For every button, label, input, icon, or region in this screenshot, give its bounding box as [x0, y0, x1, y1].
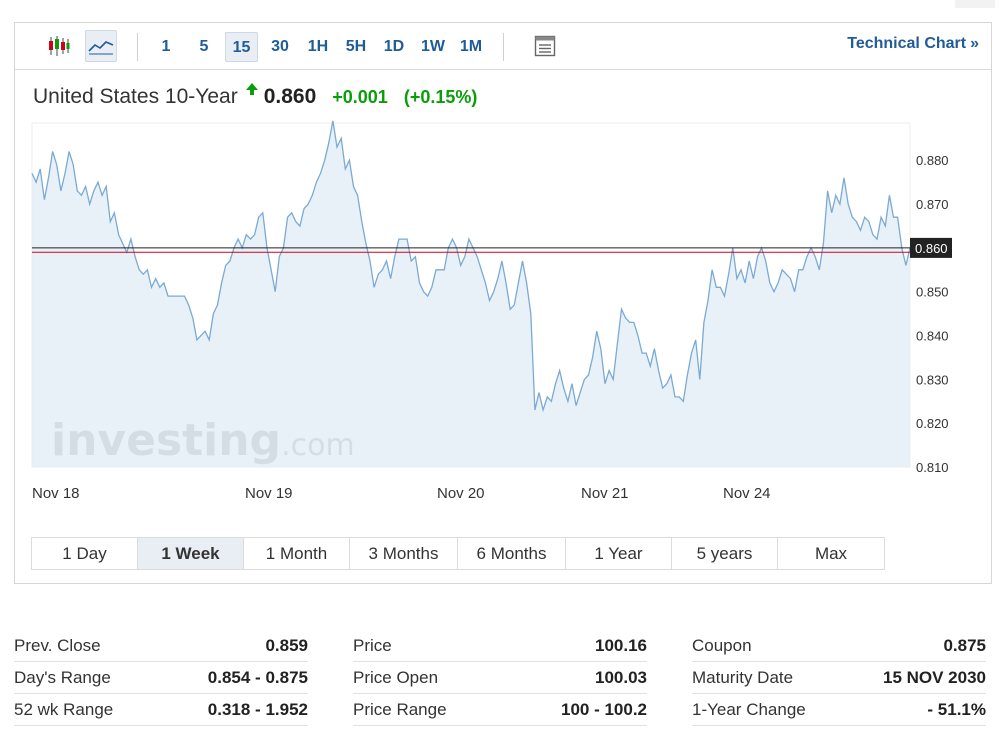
line-chart-icon[interactable]: [85, 30, 117, 62]
stat-1year-change: 1-Year Change - 51.1%: [692, 694, 986, 726]
toolbar-divider: [137, 33, 138, 61]
stat-value: 15 NOV 2030: [882, 667, 986, 687]
interval-1[interactable]: 1: [161, 38, 171, 55]
range-max[interactable]: Max: [778, 538, 884, 569]
x-tick-label: Nov 19: [245, 485, 293, 502]
range-1-week[interactable]: 1 Week: [138, 538, 244, 569]
stat-value: 100 - 100.2: [560, 699, 647, 719]
x-tick-label: Nov 18: [32, 485, 80, 502]
stat-label: Price: [353, 635, 392, 655]
price-chart[interactable]: investing.com0.8800.8700.8500.8400.8300.…: [15, 23, 991, 523]
price-line: [31, 120, 911, 413]
y-tick-label: 0.830: [916, 372, 949, 387]
y-tick-label: 0.850: [916, 285, 949, 300]
double-chevron-right-icon: »: [970, 35, 979, 52]
stat-maturity-date: Maturity Date 15 NOV 2030: [692, 662, 986, 694]
x-tick-label: Nov 24: [723, 485, 771, 502]
interval-5[interactable]: 5: [199, 38, 209, 55]
stats-column-3: Coupon 0.875 Maturity Date 15 NOV 2030 1-Y…: [692, 630, 986, 726]
stat-label: Price Range: [353, 699, 447, 719]
stat-value: 0.875: [943, 635, 986, 655]
current-price-badge: [910, 237, 952, 258]
range-6-months[interactable]: 6 Months: [458, 538, 566, 569]
stat-value: - 51.1%: [927, 699, 986, 719]
x-tick-label: Nov 21: [581, 485, 629, 502]
range-1-year[interactable]: 1 Year: [566, 538, 672, 569]
stat-coupon: Coupon 0.875: [692, 630, 986, 662]
range-1-month[interactable]: 1 Month: [244, 538, 350, 569]
range-selector: 1 Day 1 Week 1 Month 3 Months 6 Months 1…: [31, 537, 885, 570]
chart-toolbar: 1 5 15 30 1H 5H 1D 1W 1M Technical Chart…: [15, 23, 991, 70]
table-layout-icon[interactable]: [529, 30, 561, 62]
stat-label: Price Open: [353, 667, 439, 687]
instrument-header: United States 10-Year 0.860 +0.001 (+0.1…: [33, 83, 478, 113]
price-change: +0.001: [332, 87, 388, 107]
interval-5h[interactable]: 5H: [345, 38, 367, 55]
chart-widget: 1 5 15 30 1H 5H 1D 1W 1M Technical Chart…: [14, 22, 992, 584]
x-tick-label: Nov 20: [437, 485, 485, 502]
interval-1h[interactable]: 1H: [307, 38, 329, 55]
last-price: 0.860: [263, 85, 317, 108]
toolbar-divider: [503, 33, 504, 61]
y-tick-label: 0.840: [916, 329, 949, 344]
stat-value: 100.03: [595, 667, 647, 687]
interval-1w[interactable]: 1W: [421, 38, 445, 55]
stat-label: Day's Range: [14, 667, 111, 687]
technical-chart-label: Technical Chart: [847, 35, 967, 52]
stat-value: 100.16: [595, 635, 647, 655]
up-arrow-icon: [245, 83, 258, 98]
technical-chart-link[interactable]: Technical Chart»: [847, 35, 979, 53]
candlestick-icon[interactable]: [43, 30, 75, 62]
interval-1m[interactable]: 1M: [459, 38, 483, 55]
stat-value: 0.318 - 1.952: [207, 699, 308, 719]
range-5-years[interactable]: 5 years: [672, 538, 778, 569]
range-3-months[interactable]: 3 Months: [350, 538, 458, 569]
current-price-label: 0.860: [915, 241, 948, 256]
stat-value: 0.859: [265, 635, 308, 655]
stats-column-1: Prev. Close 0.859 Day's Range 0.854 - 0.87…: [14, 630, 308, 726]
stat-label: Maturity Date: [692, 667, 794, 687]
stat-label: 1-Year Change: [692, 699, 806, 719]
stats-column-2: Price 100.16 Price Open 100.03 Price Range…: [353, 630, 647, 726]
interval-30[interactable]: 30: [271, 38, 289, 55]
range-1-day[interactable]: 1 Day: [32, 538, 138, 569]
interval-15[interactable]: 15: [225, 32, 258, 62]
interval-1d[interactable]: 1D: [383, 38, 405, 55]
y-tick-label: 0.810: [916, 460, 949, 475]
stat-prev-close: Prev. Close 0.859: [14, 630, 308, 662]
stat-price-range: Price Range 100 - 100.2: [353, 694, 647, 726]
instrument-name: United States 10-Year: [33, 85, 238, 108]
stat-label: Coupon: [692, 635, 752, 655]
stat-price: Price 100.16: [353, 630, 647, 662]
corner-tab: [955, 0, 995, 8]
y-tick-label: 0.820: [916, 416, 949, 431]
price-area: [32, 120, 910, 468]
y-tick-label: 0.880: [916, 153, 949, 168]
y-tick-label: 0.870: [916, 197, 949, 212]
stat-price-open: Price Open 100.03: [353, 662, 647, 694]
stat-label: 52 wk Range: [14, 699, 114, 719]
stat-value: 0.854 - 0.875: [207, 667, 308, 687]
stat-days-range: Day's Range 0.854 - 0.875: [14, 662, 308, 694]
stat-52wk-range: 52 wk Range 0.318 - 1.952: [14, 694, 308, 726]
price-change-percent: (+0.15%): [403, 87, 478, 107]
stat-label: Prev. Close: [14, 635, 101, 655]
